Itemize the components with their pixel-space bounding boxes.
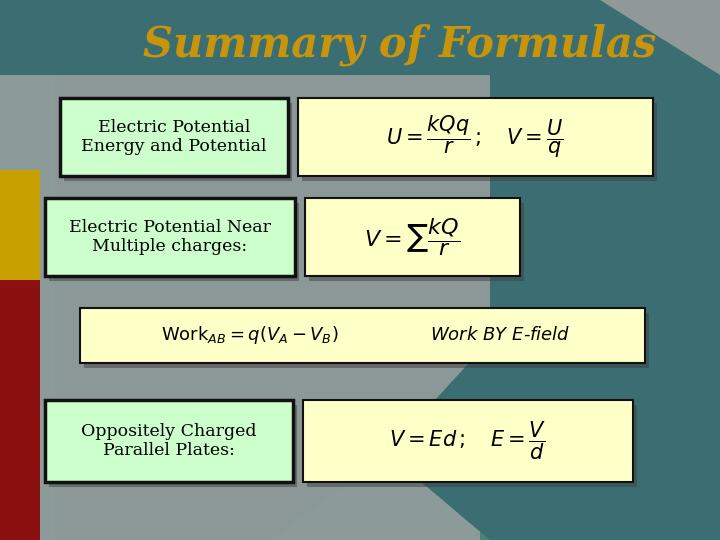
FancyBboxPatch shape [49, 405, 297, 487]
FancyBboxPatch shape [45, 198, 295, 276]
Text: Electric Potential
Energy and Potential: Electric Potential Energy and Potential [81, 119, 266, 156]
Text: $V = \sum\dfrac{kQ}{r}$: $V = \sum\dfrac{kQ}{r}$ [364, 216, 460, 258]
Polygon shape [55, 75, 490, 540]
Bar [0, 170, 40, 305]
Bar [0, 0, 480, 540]
FancyBboxPatch shape [305, 198, 520, 276]
FancyBboxPatch shape [64, 103, 292, 181]
FancyBboxPatch shape [307, 405, 637, 487]
Text: $\mathit{Work\ BY\ E\text{-}field}$: $\mathit{Work\ BY\ E\text{-}field}$ [430, 326, 570, 344]
Text: $U = \dfrac{kQq}{r}\,;\quad V = \dfrac{U}{q}$: $U = \dfrac{kQq}{r}\,;\quad V = \dfrac{U… [387, 114, 564, 160]
FancyBboxPatch shape [80, 308, 645, 363]
FancyBboxPatch shape [298, 98, 653, 176]
FancyBboxPatch shape [45, 400, 293, 482]
FancyBboxPatch shape [49, 203, 299, 281]
Text: Oppositely Charged
Parallel Plates:: Oppositely Charged Parallel Plates: [81, 423, 257, 460]
FancyBboxPatch shape [309, 203, 524, 281]
Bar [0, 0, 720, 75]
Text: $\mathrm{Work}_{AB} = q(V_A - V_B)$: $\mathrm{Work}_{AB} = q(V_A - V_B)$ [161, 324, 339, 346]
FancyBboxPatch shape [302, 103, 657, 181]
Bar [0, 280, 40, 540]
Text: $V = Ed\,;\quad E = \dfrac{V}{d}$: $V = Ed\,;\quad E = \dfrac{V}{d}$ [390, 420, 546, 462]
FancyBboxPatch shape [303, 400, 633, 482]
Text: Electric Potential Near
Multiple charges:: Electric Potential Near Multiple charges… [69, 219, 271, 255]
FancyBboxPatch shape [84, 313, 649, 368]
Polygon shape [600, 0, 720, 75]
FancyBboxPatch shape [60, 98, 288, 176]
Text: Summary of Formulas: Summary of Formulas [143, 24, 657, 66]
Polygon shape [300, 75, 720, 540]
